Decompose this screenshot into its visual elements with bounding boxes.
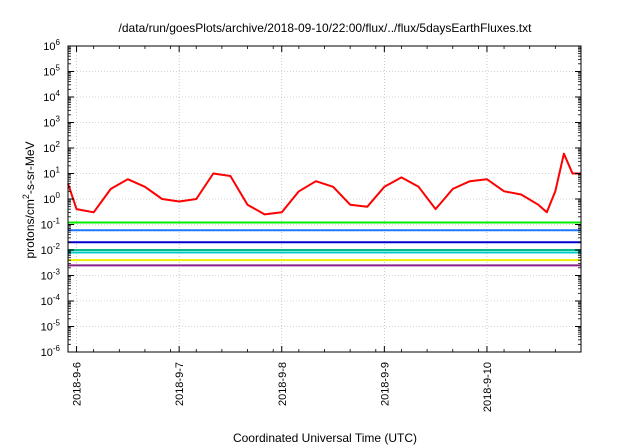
y-tick-base: 10 (43, 169, 55, 181)
y-tick-exponent: 4 (56, 89, 61, 98)
grid (68, 46, 581, 352)
y-axis-label-rest: -s-sr-MeV (23, 141, 37, 194)
y-tick-label: 105 (43, 64, 60, 79)
chart-title: /data/run/goesPlots/archive/2018-09-10/2… (119, 21, 533, 35)
y-axis-label-base: protons/cm (23, 199, 37, 258)
y-tick-exponent: 5 (56, 64, 61, 73)
y-tick-exponent: -1 (53, 217, 61, 226)
y-tick-base: 10 (43, 143, 55, 155)
x-axis: 2018-9-6 2018-9-7 2018-9-8 2018-9-9 2018-9-1… (67, 46, 582, 412)
y-tick-base: 10 (41, 322, 53, 334)
y-tick-exponent: 2 (56, 140, 61, 149)
y-tick-label: 103 (43, 115, 60, 130)
series-line-1 (67, 152, 581, 216)
y-tick-exponent: -5 (53, 319, 61, 328)
y-tick-label: 104 (43, 89, 60, 104)
y-tick-label: 101 (43, 166, 60, 181)
y-axis-label-sup: 2 (21, 194, 31, 199)
y-tick-label: 10-6 (41, 344, 61, 359)
y-tick-label: 10-1 (41, 217, 61, 232)
y-tick-base: 10 (41, 271, 53, 283)
y-tick-exponent: 1 (56, 166, 61, 175)
y-tick-label: 10-5 (41, 319, 61, 334)
y-tick-base: 10 (43, 118, 55, 130)
y-tick-label: 106 (43, 38, 60, 53)
y-tick-base: 10 (41, 245, 53, 257)
y-tick-exponent: -2 (53, 242, 61, 251)
series-lines (67, 152, 581, 267)
y-tick-exponent: 3 (56, 115, 61, 124)
y-axis-label: protons/cm2-s-sr-MeV (21, 141, 37, 258)
y-tick-label: 10-3 (41, 268, 61, 283)
x-tick-label: 2018-9-10 (482, 362, 494, 412)
y-tick-exponent: -4 (53, 293, 61, 302)
y-tick-base: 10 (43, 92, 55, 104)
x-tick-label: 2018-9-8 (277, 362, 289, 406)
y-tick-base: 10 (43, 41, 55, 53)
y-tick-base: 10 (41, 220, 53, 232)
y-axis: 10610510410310210110010-110-210-310-410-… (41, 38, 581, 359)
y-tick-base: 10 (41, 347, 53, 359)
y-tick-exponent: 0 (56, 191, 61, 200)
y-tick-exponent: 6 (56, 38, 61, 47)
y-tick-label: 100 (43, 191, 60, 206)
y-tick-base: 10 (43, 67, 55, 79)
y-tick-label: 10-2 (41, 242, 61, 257)
y-tick-base: 10 (43, 194, 55, 206)
x-tick-label: 2018-9-7 (174, 362, 186, 406)
y-tick-label: 10-4 (41, 293, 61, 308)
y-tick-label: 102 (43, 140, 60, 155)
x-tick-label: 2018-9-9 (379, 362, 391, 406)
y-tick-exponent: -6 (53, 344, 61, 353)
x-tick-label: 2018-9-6 (72, 362, 84, 406)
x-axis-label: Coordinated Universal Time (UTC) (233, 431, 417, 445)
y-tick-exponent: -3 (53, 268, 61, 277)
y-tick-base: 10 (41, 296, 53, 308)
